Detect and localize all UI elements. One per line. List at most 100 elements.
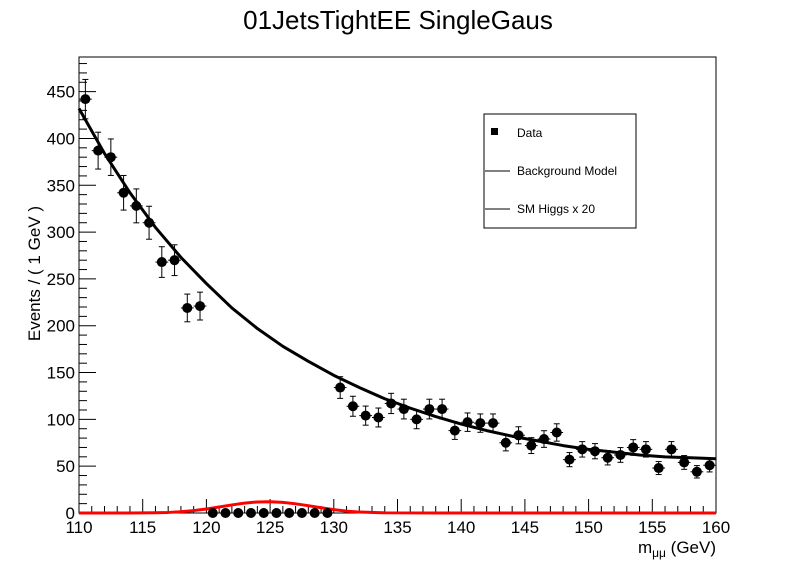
data-point — [244, 508, 258, 518]
data-point — [652, 461, 666, 476]
x-tick-label: 150 — [574, 518, 602, 537]
x-axis: 110 115 120 125 130 135 140 145 150 155 160 — [65, 499, 730, 537]
data-marker — [704, 460, 715, 471]
x-tick-label: 155 — [638, 518, 666, 537]
legend-label-higgs: SM Higgs x 20 — [517, 202, 595, 216]
data-point — [397, 398, 411, 420]
y-tick-label: 100 — [47, 410, 75, 429]
data-point — [193, 291, 207, 321]
data-point — [448, 421, 462, 440]
legend-label-data: Data — [517, 126, 543, 140]
data-point — [117, 174, 130, 211]
x-tick-label: 135 — [383, 518, 411, 537]
series-layer — [77, 78, 717, 518]
data-marker — [169, 255, 180, 266]
data-marker — [296, 508, 307, 518]
data-marker — [131, 200, 142, 211]
y-tick-label: 350 — [47, 176, 75, 195]
data-point — [168, 244, 181, 277]
data-marker — [551, 427, 562, 438]
y-axis-label: Events / ( 1 GeV ) — [25, 206, 44, 341]
data-point — [665, 441, 678, 458]
data-point — [219, 508, 232, 518]
data-point — [588, 443, 602, 460]
data-point — [180, 293, 194, 323]
data-marker — [564, 454, 575, 465]
data-marker — [691, 466, 702, 477]
data-point — [575, 441, 589, 458]
data-marker — [144, 217, 155, 228]
data-point — [703, 458, 716, 473]
data-marker — [398, 404, 409, 415]
data-marker — [539, 434, 550, 445]
chart-title: 01JetsTightEE SingleGaus — [243, 5, 553, 35]
data-point — [601, 450, 615, 466]
data-marker — [424, 404, 435, 415]
y-axis: 0 50 100 150 200 250 300 350 400 450 — [47, 63, 96, 523]
data-marker — [258, 508, 269, 518]
data-point — [537, 430, 551, 448]
data-point — [512, 426, 525, 445]
data-point — [104, 138, 118, 176]
data-marker — [233, 508, 244, 518]
data-marker — [207, 508, 218, 518]
data-marker — [309, 508, 320, 518]
data-marker — [373, 412, 384, 423]
data-point — [384, 392, 398, 415]
data-point — [461, 412, 474, 432]
legend: Data Background Model SM Higgs x 20 — [483, 113, 637, 229]
data-point — [295, 508, 309, 518]
y-tick-label: 150 — [47, 364, 75, 383]
x-tick-label: 140 — [447, 518, 475, 537]
data-point — [91, 131, 105, 170]
data-marker — [500, 437, 511, 448]
data-point — [321, 508, 334, 518]
data-point — [435, 398, 449, 420]
data-marker — [105, 152, 116, 163]
data-point — [372, 407, 385, 428]
data-marker — [195, 301, 206, 312]
data-marker — [386, 398, 397, 409]
data-marker — [666, 444, 677, 455]
data-marker — [475, 418, 486, 429]
data-point — [677, 455, 691, 470]
data-point — [79, 78, 92, 120]
data-point — [690, 465, 704, 479]
data-point — [333, 376, 347, 399]
data-marker — [93, 145, 104, 156]
y-tick-label: 450 — [47, 83, 75, 102]
x-tick-label: 115 — [129, 518, 156, 537]
legend-label-background: Background Model — [517, 164, 617, 178]
data-point — [206, 508, 220, 518]
data-point — [422, 398, 436, 420]
data-marker — [271, 508, 282, 518]
data-point — [257, 508, 271, 518]
data-point — [499, 434, 513, 452]
y-tick-label: 50 — [56, 457, 75, 476]
data-point — [524, 437, 538, 455]
data-point — [282, 508, 296, 518]
data-marker — [347, 401, 358, 412]
x-tick-label: 120 — [192, 518, 220, 537]
data-marker — [245, 508, 256, 518]
data-marker — [679, 457, 690, 468]
data-point — [614, 447, 627, 463]
data-marker — [488, 418, 499, 429]
x-tick-label: 125 — [256, 518, 284, 537]
x-tick-label: 160 — [702, 518, 730, 537]
data-marker — [322, 508, 333, 518]
data-marker — [360, 410, 371, 421]
y-tick-label: 400 — [47, 129, 75, 148]
data-marker — [640, 444, 651, 455]
legend-marker-data — [491, 128, 498, 135]
data-marker — [589, 446, 600, 457]
data-marker — [80, 94, 91, 105]
data-point — [231, 508, 245, 518]
data-marker — [220, 508, 231, 518]
y-tick-label: 0 — [66, 504, 75, 523]
data-marker — [182, 302, 193, 313]
data-marker — [513, 430, 524, 441]
data-marker — [284, 508, 295, 518]
data-point — [142, 205, 156, 240]
data-point — [639, 441, 653, 458]
